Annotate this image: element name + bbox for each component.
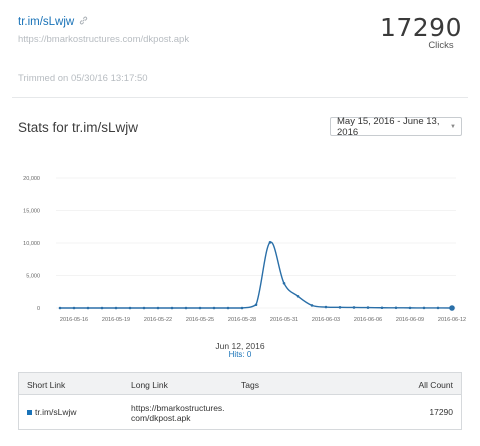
data-point[interactable] xyxy=(310,304,314,307)
x-axis: 2016-05-16 2016-05-19 2016-05-22 2016-05-25… xyxy=(60,317,466,323)
data-point[interactable] xyxy=(170,306,174,310)
y-tick-label: 10,000 xyxy=(23,241,40,247)
row-short-link[interactable]: tr.im/sLwjw xyxy=(27,407,77,417)
header-tags[interactable]: Tags xyxy=(241,380,259,390)
clicks-label: Clicks xyxy=(428,40,454,51)
clicks-count: 17290 xyxy=(379,13,462,42)
clicks-summary: 17290 Clicks xyxy=(379,13,462,52)
data-point[interactable] xyxy=(338,306,342,309)
x-tick-label: 2016-05-25 xyxy=(186,317,214,323)
links-table: Short Link Long Link Tags All Count tr.i… xyxy=(18,372,462,430)
data-point[interactable] xyxy=(184,306,188,310)
data-point[interactable] xyxy=(156,306,160,310)
trimmed-date: Trimmed on 05/30/16 13:17:50 xyxy=(18,73,148,84)
x-tick-label: 2016-05-22 xyxy=(144,317,172,323)
date-range-value[interactable]: May 15, 2016 - June 13, 2016 xyxy=(337,115,440,138)
x-tick-label: 2016-05-16 xyxy=(60,317,88,323)
data-point[interactable] xyxy=(100,306,104,310)
data-point[interactable] xyxy=(226,306,230,310)
y-axis: 0 5,000 10,000 15,000 20,000 xyxy=(23,176,40,312)
table-row[interactable]: tr.im/sLwjw https://bmarkostructures. co… xyxy=(19,395,461,429)
tooltip-hits: Hits: 0 xyxy=(228,350,252,359)
header-all-count[interactable]: All Count xyxy=(418,380,454,390)
row-long-link[interactable]: https://bmarkostructures. com/dkpost.apk xyxy=(131,403,241,423)
x-tick-label: 2016-06-12 xyxy=(438,317,466,323)
data-point[interactable] xyxy=(198,306,202,310)
tooltip-date: Jun 12, 2016 xyxy=(215,341,265,351)
data-point[interactable] xyxy=(268,241,272,244)
data-point[interactable] xyxy=(128,306,132,310)
long-link[interactable]: https://bmarkostructures.com/dkpost.apk xyxy=(18,34,190,45)
stats-title: Stats for tr.im/sLwjw xyxy=(18,120,139,135)
data-point[interactable] xyxy=(324,305,328,309)
header-long-link[interactable]: Long Link xyxy=(131,380,168,390)
data-points[interactable] xyxy=(58,241,455,311)
header-short-link[interactable]: Short Link xyxy=(27,380,66,390)
x-tick-label: 2016-05-31 xyxy=(270,317,298,323)
data-point[interactable] xyxy=(142,306,146,310)
y-tick-label: 15,000 xyxy=(23,209,40,215)
table-header: Short Link Long Link Tags All Count xyxy=(19,373,461,395)
link-header: tr.im/sLwjw https://bmarkostructures.com… xyxy=(18,14,462,54)
x-tick-label: 2016-06-03 xyxy=(312,317,340,323)
y-tick-label: 5,000 xyxy=(26,274,40,280)
data-point[interactable] xyxy=(408,306,412,310)
x-tick-label: 2016-05-19 xyxy=(102,317,130,323)
data-point[interactable] xyxy=(436,306,440,310)
data-point[interactable] xyxy=(366,306,370,309)
chevron-down-icon[interactable]: ▼ xyxy=(450,124,456,130)
data-point[interactable] xyxy=(422,306,426,310)
row-long-link-line-2[interactable]: com/dkpost.apk xyxy=(131,413,191,423)
data-point[interactable] xyxy=(282,282,286,285)
data-point[interactable] xyxy=(449,305,455,311)
row-long-link-line-1[interactable]: https://bmarkostructures. xyxy=(131,403,225,413)
series-color-swatch xyxy=(27,409,32,415)
row-all-count: 17290 xyxy=(429,407,453,417)
data-point[interactable] xyxy=(72,306,76,310)
link-chain-icon xyxy=(80,16,88,25)
x-tick-label: 2016-06-09 xyxy=(396,317,424,323)
short-link-text[interactable]: tr.im/sLwjw xyxy=(18,16,75,28)
series-line xyxy=(59,241,453,309)
data-point[interactable] xyxy=(254,303,258,307)
x-tick-label: 2016-05-28 xyxy=(228,317,256,323)
date-range-select[interactable]: May 15, 2016 - June 13, 2016 ▼ xyxy=(330,115,462,138)
data-point[interactable] xyxy=(296,295,300,298)
data-point[interactable] xyxy=(86,306,90,310)
y-tick-label: 0 xyxy=(37,306,40,312)
chart-grid xyxy=(56,177,456,309)
y-tick-label: 20,000 xyxy=(23,176,40,182)
data-point[interactable] xyxy=(58,306,62,310)
data-point[interactable] xyxy=(240,306,244,310)
data-point[interactable] xyxy=(114,306,118,310)
row-short-link-text[interactable]: tr.im/sLwjw xyxy=(35,407,77,417)
divider xyxy=(12,97,468,98)
data-point[interactable] xyxy=(394,306,398,310)
short-link[interactable]: tr.im/sLwjw xyxy=(18,16,88,28)
x-tick-label: 2016-06-06 xyxy=(354,317,382,323)
data-point[interactable] xyxy=(212,306,216,310)
data-point[interactable] xyxy=(352,306,356,309)
data-point[interactable] xyxy=(380,306,384,310)
link-icon[interactable] xyxy=(79,16,88,28)
